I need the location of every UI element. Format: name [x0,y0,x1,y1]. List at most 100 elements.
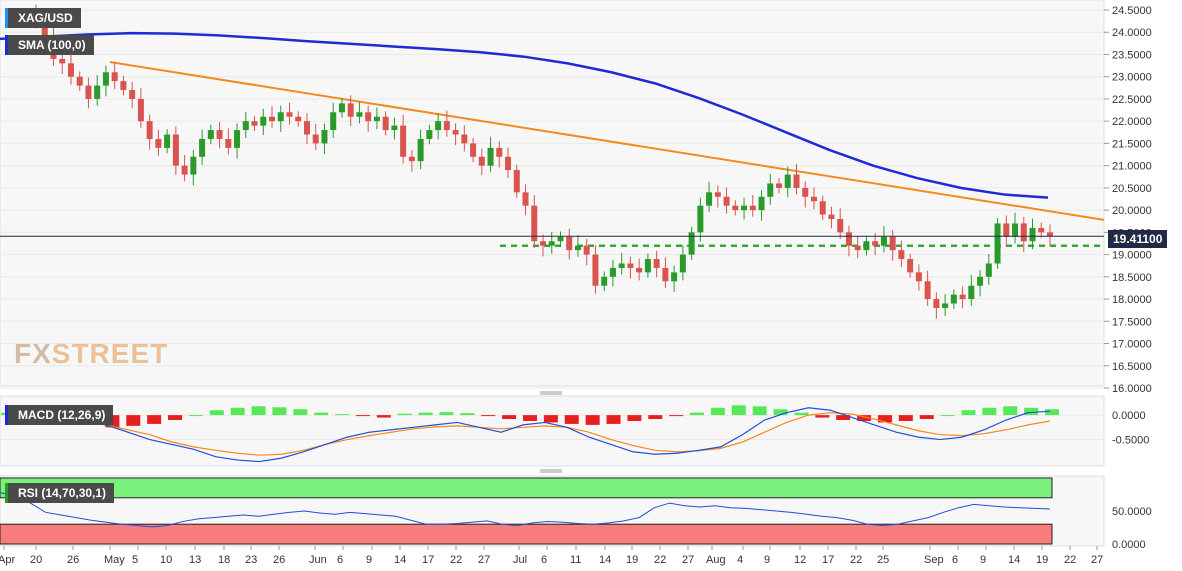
candle-body[interactable] [566,236,573,251]
candle-body[interactable] [706,192,713,206]
candle-body[interactable] [1020,223,1027,242]
candle-body[interactable] [601,276,608,286]
candle-body[interactable] [531,205,538,242]
candle-body[interactable] [286,112,293,117]
candle-body[interactable] [391,125,398,131]
candle-body[interactable] [321,130,328,144]
candle-body[interactable] [583,245,590,255]
candle-body[interactable] [111,72,118,82]
candle-body[interactable] [924,281,931,300]
candle-body[interactable] [59,58,66,64]
candle-body[interactable] [994,223,1001,264]
candle-body[interactable] [129,90,136,99]
candle-body[interactable] [102,72,109,86]
candle-body[interactable] [164,134,171,148]
candle-body[interactable] [1038,227,1045,233]
candle-body[interactable] [653,259,660,268]
candle-body[interactable] [242,121,249,131]
candle-body[interactable] [260,116,267,126]
candle-body[interactable] [688,232,695,255]
candle-body[interactable] [679,254,686,273]
candle-body[interactable] [933,299,940,308]
candle-body[interactable] [776,183,783,188]
candle-body[interactable] [819,201,826,215]
candle-body[interactable] [898,250,905,260]
candle-body[interactable] [854,245,861,251]
candle-body[interactable] [723,196,730,206]
candle-body[interactable] [907,259,914,273]
candle-body[interactable] [889,236,896,251]
candle-body[interactable] [120,81,127,91]
candle-body[interactable] [810,196,817,202]
candle-body[interactable] [303,121,310,135]
candle-body[interactable] [505,156,512,171]
rsi-indicator-label[interactable]: RSI (14,70,30,1) [5,483,115,503]
candle-body[interactable] [985,263,992,277]
candle-body[interactable] [234,130,241,148]
candle-body[interactable] [714,192,721,197]
candle-body[interactable] [671,272,678,282]
candle-body[interactable] [330,112,337,131]
candle-body[interactable] [338,103,345,113]
candle-body[interactable] [190,156,197,175]
candle-body[interactable] [950,294,957,304]
candle-body[interactable] [627,263,634,268]
candle-body[interactable] [1029,227,1036,242]
candle-body[interactable] [802,187,809,197]
candle-body[interactable] [609,267,616,277]
candle-body[interactable] [461,134,468,144]
candle-body[interactable] [181,165,188,175]
candle-body[interactable] [522,192,529,206]
candle-body[interactable] [644,259,651,273]
candle-body[interactable] [216,130,223,139]
candle-body[interactable] [758,196,765,211]
candle-body[interactable] [417,138,424,162]
candle-body[interactable] [277,112,284,122]
macd-indicator-label[interactable]: MACD (12,26,9) [5,405,114,425]
candle-body[interactable] [41,23,48,37]
candle-body[interactable] [172,134,179,166]
candle-body[interactable] [496,147,503,157]
candle-body[interactable] [356,112,363,117]
candle-body[interactable] [295,116,302,122]
candle-body[interactable] [618,263,625,268]
candle-body[interactable] [845,232,852,246]
symbol-label[interactable]: XAG/USD [5,8,81,28]
candle-body[interactable] [487,147,494,166]
candle-body[interactable] [977,276,984,286]
candle-body[interactable] [478,156,485,166]
candle-body[interactable] [863,241,870,251]
candle-body[interactable] [137,98,144,122]
candle-body[interactable] [968,285,975,300]
candle-body[interactable] [697,205,704,233]
candle-body[interactable] [942,303,949,308]
panel-divider-2[interactable] [540,469,562,473]
candle-body[interactable] [784,174,791,188]
candle-body[interactable] [443,121,450,131]
candle-body[interactable] [959,294,966,300]
candle-body[interactable] [513,170,520,193]
candle-body[interactable] [470,143,477,157]
candle-body[interactable] [408,156,415,162]
candle-body[interactable] [880,236,887,246]
candle-body[interactable] [94,85,101,99]
panel-divider-1[interactable] [540,391,562,395]
candle-body[interactable] [146,121,153,139]
candle-body[interactable] [225,138,232,148]
candle-body[interactable] [557,236,564,242]
candle-body[interactable] [452,130,459,135]
candle-body[interactable] [1012,223,1019,237]
candle-body[interactable] [435,121,442,131]
candle-body[interactable] [540,241,546,246]
candle-body[interactable] [636,267,643,273]
candle-body[interactable] [592,254,599,286]
candle-body[interactable] [828,214,835,220]
sma-indicator-label[interactable]: SMA (100,0) [5,35,94,55]
candle-body[interactable] [373,116,380,122]
candle-body[interactable] [67,63,74,77]
candle-body[interactable] [872,241,879,246]
candle-body[interactable] [199,138,206,157]
candle-body[interactable] [400,125,407,157]
candle-body[interactable] [574,245,581,251]
candle-body[interactable] [85,85,92,99]
